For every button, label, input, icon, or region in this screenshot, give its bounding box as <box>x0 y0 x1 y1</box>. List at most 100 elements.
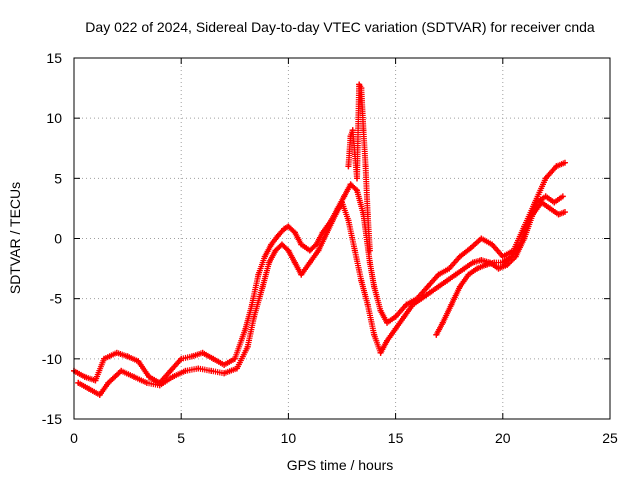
data-point <box>392 325 399 332</box>
data-point <box>435 271 442 278</box>
data-point <box>362 163 369 170</box>
data-point <box>306 259 313 266</box>
data-point <box>551 199 558 206</box>
y-tick-label: -15 <box>42 411 62 427</box>
data-point <box>354 175 361 182</box>
data-point <box>118 367 125 374</box>
data-point <box>452 271 459 278</box>
data-point <box>272 247 279 254</box>
data-point <box>499 253 506 260</box>
data-point <box>156 382 163 389</box>
data-point <box>113 349 120 356</box>
data-point <box>364 211 371 218</box>
chart-title: Day 022 of 2024, Sidereal Day-to-day VTE… <box>85 19 595 35</box>
data-point <box>474 265 481 272</box>
data-point <box>401 313 408 320</box>
data-point <box>439 319 446 326</box>
data-point <box>534 199 541 206</box>
data-point <box>75 379 82 386</box>
data-point <box>285 223 292 230</box>
data-point <box>467 245 474 252</box>
data-point <box>371 331 378 338</box>
data-point <box>448 301 455 308</box>
data-point <box>424 283 431 290</box>
series-track-d <box>433 193 566 338</box>
data-point <box>491 259 498 266</box>
data-point <box>426 289 433 296</box>
series-marker-trail <box>75 199 567 398</box>
data-point <box>478 235 485 242</box>
y-tick-label: 15 <box>46 50 62 66</box>
data-point <box>364 301 371 308</box>
data-point <box>259 283 266 290</box>
data-point <box>86 385 93 392</box>
data-point <box>542 175 549 182</box>
data-point <box>516 241 523 248</box>
data-point <box>291 259 298 266</box>
data-point <box>182 367 189 374</box>
data-point <box>306 247 313 254</box>
data-point <box>332 211 339 218</box>
data-point <box>146 373 153 380</box>
data-point <box>233 365 240 372</box>
data-point <box>478 257 485 264</box>
data-point <box>244 343 251 350</box>
data-point <box>221 361 228 368</box>
data-point <box>392 313 399 320</box>
series-track-a <box>71 159 568 386</box>
data-point <box>465 271 472 278</box>
data-point <box>499 259 506 266</box>
data-point <box>298 271 305 278</box>
data-point <box>169 373 176 380</box>
data-point <box>555 211 562 218</box>
series-marker-trail <box>71 160 567 386</box>
x-axis-label: GPS time / hours <box>287 457 394 473</box>
data-point <box>278 241 285 248</box>
data-point <box>81 373 88 380</box>
data-point <box>347 133 354 140</box>
data-point <box>351 247 358 254</box>
data-point <box>298 241 305 248</box>
data-point <box>358 85 365 92</box>
data-point <box>349 127 356 134</box>
data-point <box>456 283 463 290</box>
data-point <box>377 349 384 356</box>
data-point <box>178 355 185 362</box>
y-tick-label: 10 <box>46 110 62 126</box>
data-point <box>167 367 174 374</box>
data-point <box>561 209 568 216</box>
data-point <box>281 225 288 232</box>
x-tick-label: 5 <box>177 430 185 446</box>
x-tick-label: 25 <box>602 430 618 446</box>
data-point <box>461 265 468 272</box>
data-point <box>345 163 352 170</box>
data-point <box>559 193 566 200</box>
data-point <box>469 259 476 266</box>
data-point <box>124 353 131 360</box>
data-point <box>366 247 373 254</box>
data-point <box>495 265 502 272</box>
data-point <box>508 253 515 260</box>
data-point <box>92 377 99 384</box>
data-point <box>561 159 568 166</box>
x-tick-label: 10 <box>281 430 297 446</box>
data-point <box>251 313 258 320</box>
data-point <box>409 301 416 308</box>
series-layer <box>71 81 568 398</box>
data-point <box>433 331 440 338</box>
tick-labels: 0 5 10 15 20 25 -15 -10 -5 0 5 10 15 <box>42 50 618 446</box>
data-point <box>482 261 489 268</box>
data-point <box>345 217 352 224</box>
data-point <box>313 241 320 248</box>
data-point <box>135 358 142 365</box>
data-point <box>504 261 511 268</box>
data-point <box>261 253 268 260</box>
y-axis-label: SDTVAR / TECUs <box>7 182 23 294</box>
data-point <box>341 193 348 200</box>
data-point <box>221 370 228 377</box>
data-point <box>377 307 384 314</box>
data-point <box>285 247 292 254</box>
data-point <box>339 199 345 206</box>
data-point <box>315 247 322 254</box>
